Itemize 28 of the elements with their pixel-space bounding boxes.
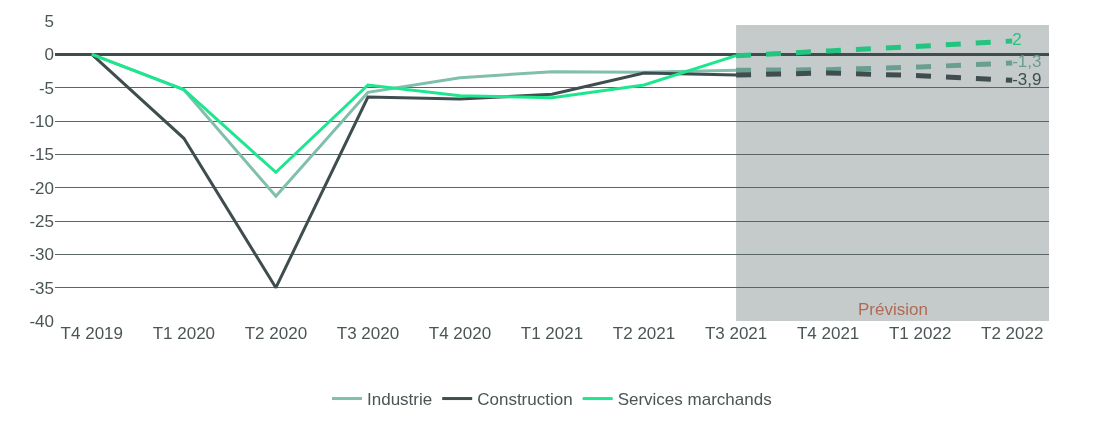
y-tick-label: -40 — [29, 311, 54, 331]
x-tick-label: T1 2021 — [520, 324, 584, 343]
y-tick-label: 0 — [44, 45, 54, 65]
x-tick-label: T3 2021 — [704, 324, 768, 343]
x-tick-label: T3 2020 — [336, 324, 400, 343]
x-tick-label: T4 2021 — [796, 324, 860, 343]
legend-label: Industrie — [367, 390, 433, 410]
y-tick-label: -30 — [29, 245, 54, 265]
data-label: 2 — [1012, 30, 1022, 50]
x-tick-label: T4 2019 — [60, 324, 124, 343]
x-tick-label: T2 2022 — [980, 324, 1044, 343]
y-tick-label: 5 — [44, 11, 54, 31]
x-tick-label: T4 2020 — [428, 324, 492, 343]
data-label: -3,9 — [1012, 69, 1042, 89]
x-tick-label: T1 2022 — [888, 324, 952, 343]
y-tick-label: -10 — [29, 111, 54, 131]
x-tick-label: T1 2020 — [152, 324, 216, 343]
y-tick-label: -35 — [29, 278, 54, 298]
legend-label: Services marchands — [617, 390, 772, 410]
y-tick-label: -5 — [38, 78, 54, 98]
y-tick-label: -20 — [29, 178, 54, 198]
y-tick-label: -15 — [29, 145, 54, 165]
band-label: Prévision — [858, 300, 928, 319]
data-label: -1,3 — [1012, 52, 1042, 72]
y-tick-label: -25 — [29, 211, 54, 231]
legend-label: Construction — [477, 390, 573, 410]
x-tick-label: T2 2021 — [612, 324, 676, 343]
x-tick-label: T2 2020 — [244, 324, 308, 343]
